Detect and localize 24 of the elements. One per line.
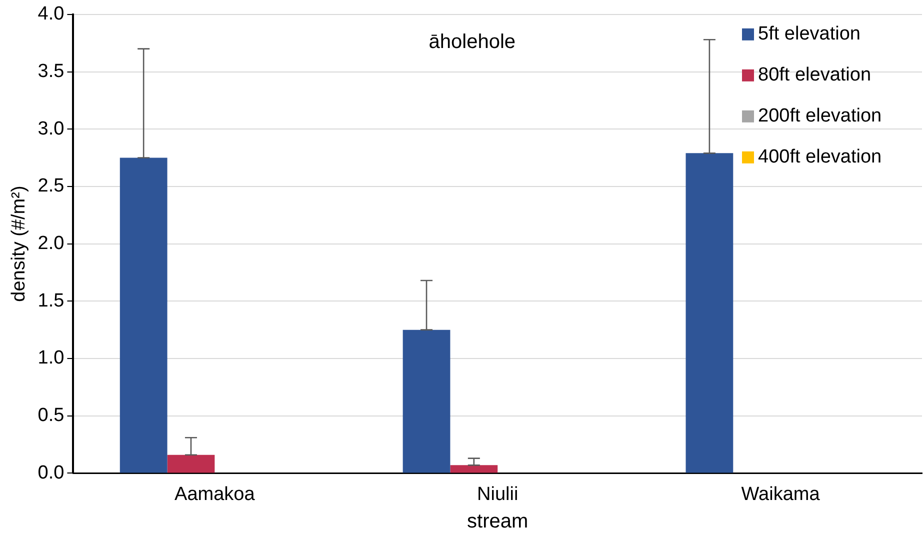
bar: [167, 454, 215, 473]
x-tick-label: Aamakoa: [174, 484, 256, 505]
y-tick-label: 2.0: [38, 233, 64, 254]
y-tick-label: 1.0: [38, 348, 64, 369]
legend-label: 200ft elevation: [758, 106, 882, 127]
y-tick-label: 4.0: [38, 4, 64, 25]
y-tick-label: 3.5: [38, 60, 64, 82]
x-tick-label: Niulii: [477, 484, 518, 505]
y-tick-label: 2.5: [38, 176, 64, 197]
bar: [686, 153, 734, 473]
legend-label: 5ft elevation: [758, 24, 860, 45]
bar: [450, 465, 498, 473]
bar: [120, 158, 168, 473]
y-axis-title: density (#/m²): [8, 186, 30, 302]
y-tick-label: 1.5: [38, 290, 64, 312]
x-tick-label: Waikama: [741, 484, 820, 505]
legend-label: 400ft elevation: [758, 146, 882, 168]
y-tick-label: 0.5: [38, 405, 64, 426]
bar: [402, 330, 450, 473]
legend-label: 80ft elevation: [758, 64, 872, 86]
text: āholehole: [428, 30, 516, 53]
y-tick-label: 3.0: [38, 118, 64, 140]
x-axis-title: stream: [467, 510, 528, 533]
y-tick-label: 0.0: [38, 462, 64, 484]
